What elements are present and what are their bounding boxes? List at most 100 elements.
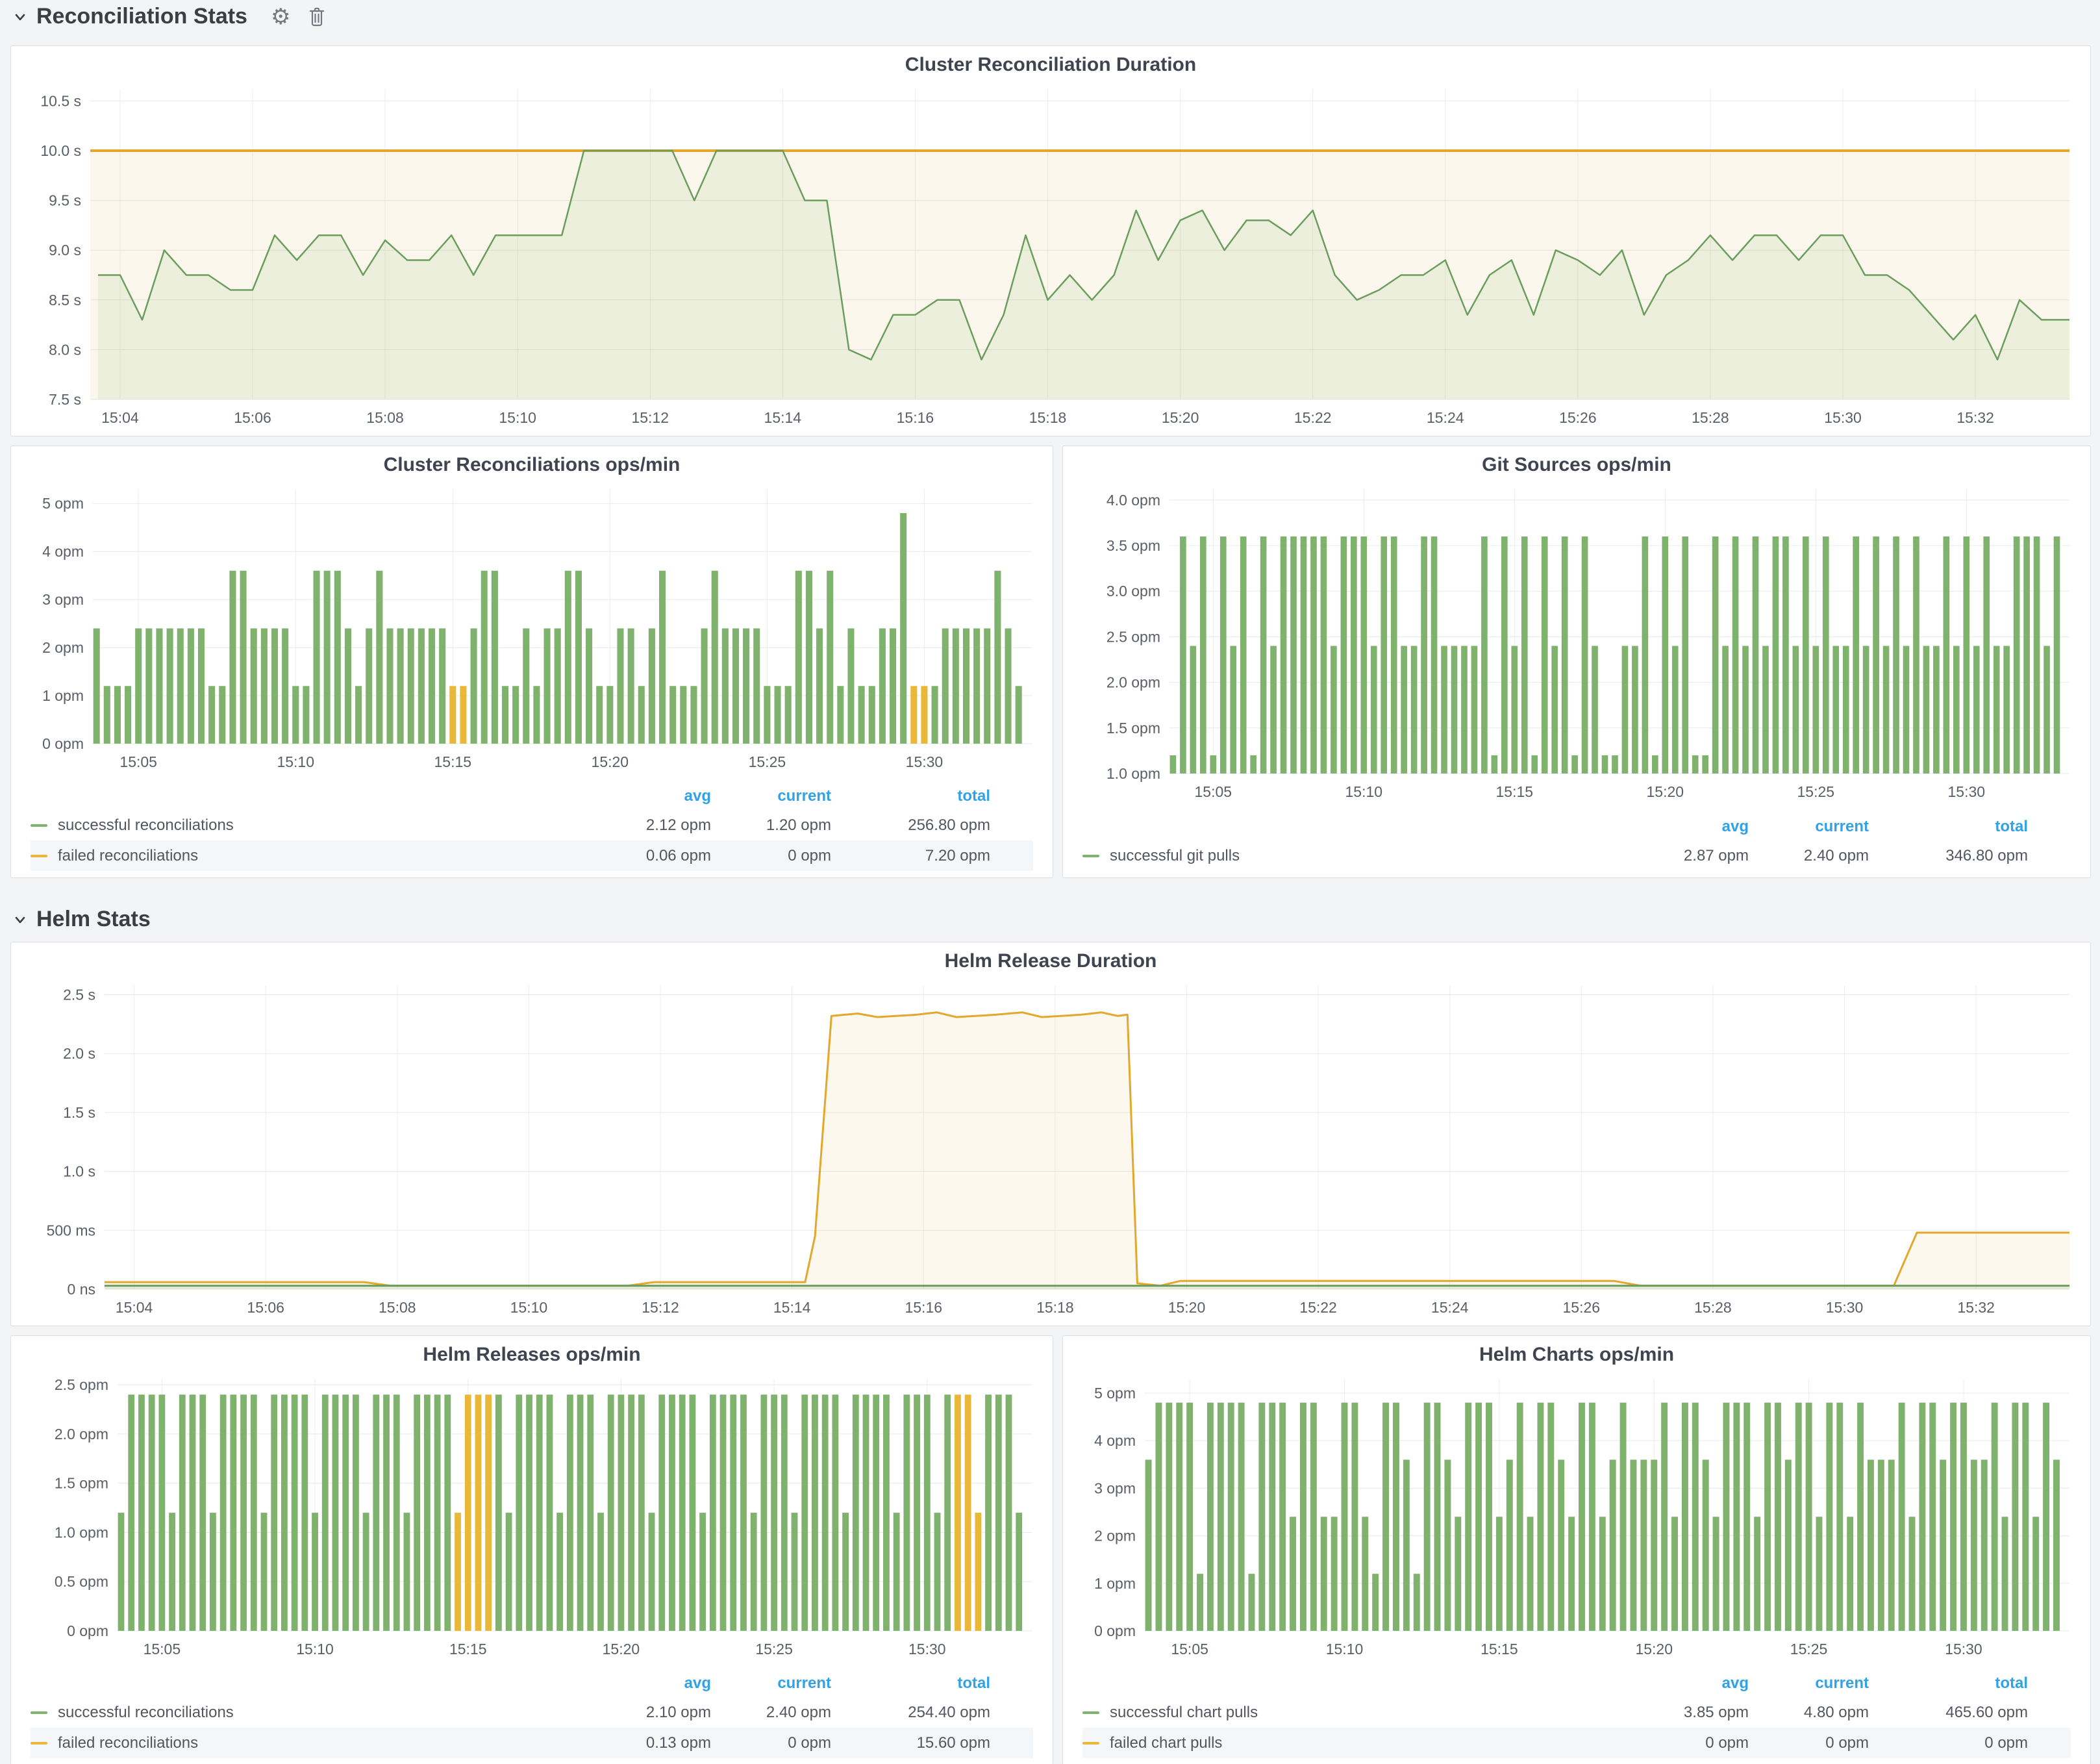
legend-col-total[interactable]: total (1995, 1674, 2028, 1692)
series-current: 0 opm (788, 1733, 831, 1752)
svg-text:15:30: 15:30 (906, 753, 944, 770)
svg-text:2.5 opm: 2.5 opm (55, 1376, 108, 1393)
svg-text:15:15: 15:15 (1496, 783, 1534, 800)
legend-header: avg current total (31, 783, 1033, 810)
cluster-reconciliations-ops-chart[interactable]: 15:05 15:10 15:15 15:20 15:25 15:30 0 opm 1 opm… (19, 483, 1042, 776)
legend-col-current[interactable]: current (1815, 818, 1869, 835)
series-color-dash (1082, 1741, 1099, 1745)
git-sources-ops-chart[interactable]: 15:05 15:10 15:15 15:20 15:25 15:30 1.0 opm 1.5… (1071, 483, 2080, 806)
legend: avg current total successful chart pulls… (1082, 1670, 2071, 1758)
svg-text:15:20: 15:20 (1635, 1641, 1673, 1657)
series-avg: 2.87 opm (1683, 846, 1749, 864)
series-color-dash (31, 1711, 47, 1714)
legend-col-total[interactable]: total (957, 787, 990, 805)
panel-title[interactable]: Cluster Reconciliation Duration (905, 54, 1197, 75)
panel-helm-releases-ops: Helm Releases ops/min 15:05 15:10 15:15 15:… (10, 1335, 1053, 1764)
series-name: successful reconciliations (58, 816, 234, 834)
svg-text:0.5 opm: 0.5 opm (55, 1573, 108, 1590)
svg-text:3.0 opm: 3.0 opm (1106, 583, 1160, 599)
legend-col-avg[interactable]: avg (684, 1674, 711, 1692)
svg-text:15:08: 15:08 (379, 1299, 416, 1316)
svg-text:15:15: 15:15 (434, 753, 472, 770)
svg-text:15:05: 15:05 (144, 1641, 181, 1657)
series-avg: 2.12 opm (645, 816, 711, 834)
panel-title[interactable]: Helm Charts ops/min (1479, 1344, 1675, 1365)
legend-col-current[interactable]: current (777, 1674, 831, 1692)
svg-text:15:16: 15:16 (905, 1299, 942, 1316)
legend-row: failed reconciliations 0.13 opm 0 opm 15… (31, 1728, 1033, 1758)
svg-text:4.0 opm: 4.0 opm (1106, 492, 1160, 509)
panel-cluster-reconciliations-ops: Cluster Reconciliations ops/min 15:05 15:… (10, 446, 1053, 878)
svg-text:15:12: 15:12 (642, 1299, 679, 1316)
panel-cluster-reconciliation-duration: Cluster Reconciliation Duration 15:04 15:… (10, 45, 2091, 436)
svg-text:10.5 s: 10.5 s (40, 92, 81, 109)
gear-icon[interactable]: ⚙ (270, 3, 291, 30)
legend-col-total[interactable]: total (1995, 818, 2028, 835)
helm-charts-ops-chart[interactable]: 15:05 15:10 15:15 15:20 15:25 15:30 0 opm 1 opm… (1071, 1372, 2080, 1663)
svg-text:15:30: 15:30 (1948, 783, 1986, 800)
series-total: 15.60 opm (916, 1733, 990, 1752)
cluster-reconciliation-duration-chart[interactable]: 15:04 15:06 15:08 15:10 15:12 15:14 15:16 15:18… (19, 82, 2080, 432)
svg-text:15:05: 15:05 (119, 753, 157, 770)
svg-text:4 opm: 4 opm (1094, 1432, 1136, 1449)
svg-text:15:14: 15:14 (773, 1299, 811, 1316)
series-avg: 2.10 opm (645, 1703, 711, 1721)
series-color-dash (1082, 1711, 1099, 1714)
svg-text:1.5 opm: 1.5 opm (1106, 720, 1160, 737)
svg-text:15:32: 15:32 (1957, 1299, 1995, 1316)
svg-text:3 opm: 3 opm (1094, 1480, 1136, 1496)
series-current: 2.40 opm (766, 1703, 831, 1721)
svg-text:15:15: 15:15 (449, 1641, 487, 1657)
legend-col-current[interactable]: current (777, 787, 831, 805)
section-header-helm-stats[interactable]: Helm Stats (12, 907, 151, 932)
helm-release-duration-chart[interactable]: 15:04 15:06 15:08 15:10 15:12 15:14 15:16 15:18… (19, 979, 2080, 1322)
series-total: 465.60 opm (1945, 1703, 2028, 1721)
svg-text:15:20: 15:20 (1168, 1299, 1206, 1316)
svg-text:15:20: 15:20 (603, 1641, 640, 1657)
series-total: 254.40 opm (908, 1703, 990, 1721)
panel-title[interactable]: Cluster Reconciliations ops/min (383, 454, 681, 475)
legend-row: failed reconciliations 0.06 opm 0 opm 7.… (31, 840, 1033, 871)
svg-text:15:16: 15:16 (897, 409, 934, 426)
svg-text:3 opm: 3 opm (42, 591, 84, 608)
svg-text:1.5 opm: 1.5 opm (55, 1475, 108, 1492)
svg-text:5 opm: 5 opm (1094, 1385, 1136, 1402)
svg-text:15:24: 15:24 (1427, 409, 1464, 426)
svg-text:5 opm: 5 opm (42, 495, 84, 512)
legend-row: successful reconciliations 2.12 opm 1.20… (31, 810, 1033, 840)
svg-text:15:10: 15:10 (1345, 783, 1383, 800)
series-current: 0 opm (1825, 1733, 1869, 1752)
svg-text:1.0 s: 1.0 s (63, 1163, 95, 1180)
legend-header: avg current total (31, 1670, 1033, 1697)
svg-text:15:10: 15:10 (499, 409, 536, 426)
series-name: failed chart pulls (1110, 1733, 1223, 1752)
panel-title[interactable]: Git Sources ops/min (1482, 454, 1671, 475)
svg-text:9.5 s: 9.5 s (49, 192, 81, 209)
section-header-reconciliation-stats[interactable]: Reconciliation Stats ⚙ (12, 4, 327, 29)
helm-releases-ops-chart[interactable]: 15:05 15:10 15:15 15:20 15:25 15:30 0 opm 0.5 o… (19, 1372, 1042, 1663)
legend-col-total[interactable]: total (957, 1674, 990, 1692)
legend: avg current total successful git pulls 2… (1082, 813, 2071, 871)
legend-col-current[interactable]: current (1815, 1674, 1869, 1692)
svg-text:15:15: 15:15 (1481, 1641, 1518, 1657)
svg-text:15:25: 15:25 (755, 1641, 793, 1657)
panel-title[interactable]: Helm Release Duration (944, 950, 1157, 972)
series-color-dash (31, 854, 47, 857)
series-name: failed reconciliations (58, 846, 199, 864)
svg-text:15:20: 15:20 (592, 753, 629, 770)
legend-col-avg[interactable]: avg (1721, 1674, 1749, 1692)
legend-col-avg[interactable]: avg (1721, 818, 1749, 835)
svg-text:15:30: 15:30 (1945, 1641, 1982, 1657)
svg-text:10.0 s: 10.0 s (40, 142, 81, 159)
svg-text:8.0 s: 8.0 s (49, 341, 81, 358)
svg-text:15:18: 15:18 (1029, 409, 1067, 426)
svg-text:15:28: 15:28 (1694, 1299, 1732, 1316)
panel-title[interactable]: Helm Releases ops/min (423, 1344, 641, 1365)
svg-text:0 ns: 0 ns (68, 1281, 95, 1298)
svg-text:15:05: 15:05 (1171, 1641, 1208, 1657)
trash-icon[interactable] (307, 6, 327, 28)
series-avg: 0.13 opm (645, 1733, 711, 1752)
panel-git-sources-ops: Git Sources ops/min 15:05 15:10 15:15 15:20… (1062, 446, 2091, 878)
legend-col-avg[interactable]: avg (684, 787, 711, 805)
svg-text:15:10: 15:10 (277, 753, 314, 770)
